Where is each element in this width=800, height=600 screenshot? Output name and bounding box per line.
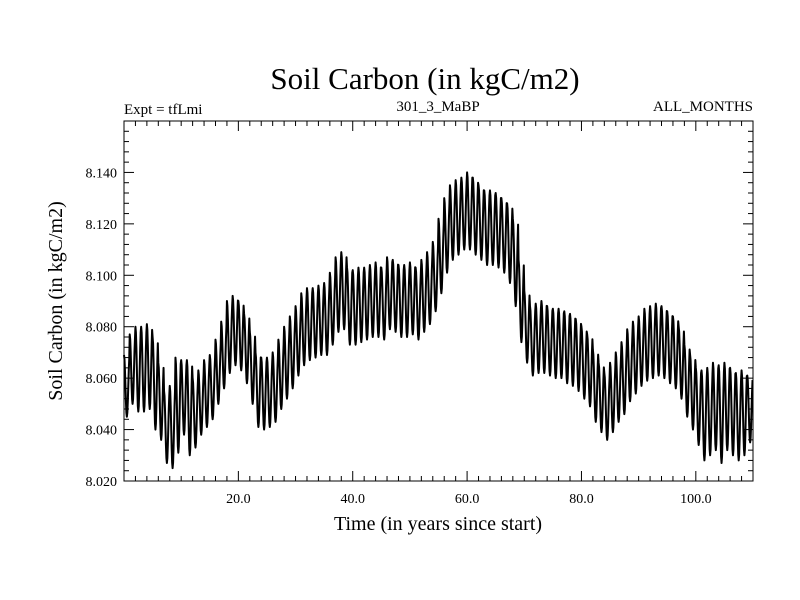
x-axis-label: Time (in years since start) bbox=[334, 513, 542, 535]
plot-frame bbox=[123, 120, 754, 482]
subtitle-months: ALL_MONTHS bbox=[653, 99, 753, 115]
y-tick-label: 8.060 bbox=[86, 372, 118, 387]
y-axis-tick-labels: 8.020 8.040 8.060 8.080 8.100 8.120 8.140 bbox=[86, 166, 118, 490]
y-tick-label: 8.120 bbox=[86, 218, 118, 233]
x-tick-label: 100.0 bbox=[680, 492, 712, 507]
series-line-soil-carbon bbox=[123, 171, 754, 470]
y-tick-label: 8.040 bbox=[86, 424, 118, 439]
x-axis-tick-labels: 20.0 40.0 60.0 80.0 100.0 bbox=[226, 492, 711, 507]
x-tick-label: 60.0 bbox=[455, 492, 480, 507]
plot-area bbox=[123, 120, 754, 482]
x-tick-label: 20.0 bbox=[226, 492, 251, 507]
x-tick-label: 80.0 bbox=[569, 492, 594, 507]
chart-title: Soil Carbon (in kgC/m2) bbox=[270, 61, 579, 96]
subtitle-experiment: Expt = tfLmi bbox=[124, 102, 202, 118]
axis-ticks bbox=[124, 121, 753, 481]
subtitle-run-id: 301_3_MaBP bbox=[396, 99, 479, 115]
y-axis-label: Soil Carbon (in kgC/m2) bbox=[45, 201, 67, 400]
x-tick-label: 40.0 bbox=[340, 492, 365, 507]
y-tick-label: 8.100 bbox=[86, 269, 118, 284]
y-tick-label: 8.080 bbox=[86, 321, 118, 336]
y-tick-label: 8.020 bbox=[86, 475, 118, 490]
y-tick-label: 8.140 bbox=[86, 166, 118, 181]
